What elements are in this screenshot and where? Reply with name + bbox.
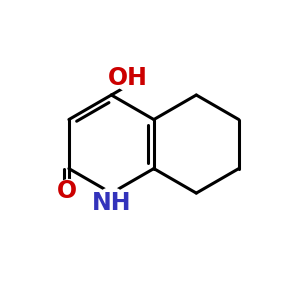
Text: NH: NH [92, 190, 131, 214]
Text: OH: OH [108, 66, 148, 90]
Circle shape [58, 180, 80, 202]
Circle shape [97, 188, 126, 218]
Text: O: O [57, 179, 77, 203]
Circle shape [115, 66, 140, 91]
